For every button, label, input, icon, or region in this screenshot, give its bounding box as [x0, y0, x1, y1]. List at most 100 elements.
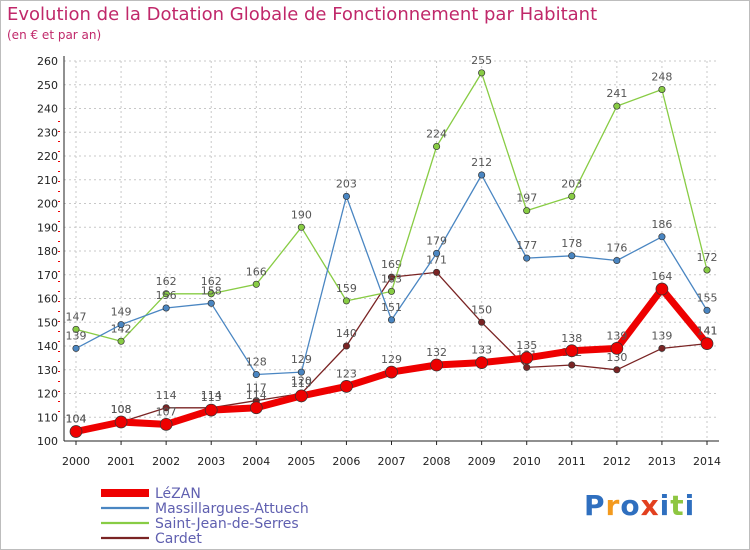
- data-point: [252, 370, 260, 379]
- data-point: [523, 363, 531, 371]
- data-label: 149: [111, 306, 132, 319]
- data-point: [568, 192, 576, 200]
- y-tick-label: 170: [37, 269, 58, 282]
- y-tick-label: 160: [37, 293, 58, 306]
- data-point: [475, 356, 488, 369]
- legend-label: Cardet: [155, 531, 202, 547]
- data-point: [385, 365, 398, 379]
- x-tick-label: 2006: [332, 455, 360, 468]
- y-tick-label: 210: [37, 174, 58, 187]
- data-point: [342, 192, 350, 200]
- data-point: [117, 337, 125, 345]
- legend-label: Massillargues-Attuech: [155, 501, 309, 517]
- y-tick-label: 180: [37, 245, 58, 258]
- y-tick-label: 150: [37, 316, 58, 329]
- x-tick-label: 2007: [378, 455, 406, 468]
- x-tick-label: 2013: [648, 455, 676, 468]
- data-point: [613, 102, 621, 110]
- x-tick-label: 2002: [152, 455, 180, 468]
- data-label: 151: [381, 301, 402, 314]
- data-label: 114: [246, 389, 267, 402]
- x-tick-label: 2009: [468, 455, 496, 468]
- data-label: 135: [516, 339, 537, 352]
- data-point: [387, 287, 396, 295]
- data-label: 248: [651, 71, 672, 84]
- data-label: 190: [291, 208, 312, 221]
- data-label: 186: [651, 218, 672, 231]
- y-tick-label: 240: [37, 103, 58, 116]
- data-point: [387, 273, 396, 281]
- y-tick-label: 230: [37, 126, 58, 139]
- data-point: [252, 280, 260, 288]
- data-point: [69, 425, 83, 438]
- data-point: [703, 266, 711, 274]
- data-point: [478, 318, 486, 326]
- data-label: 108: [111, 403, 132, 416]
- data-label: 104: [66, 413, 87, 426]
- y-tick-label: 130: [37, 364, 58, 377]
- data-label: 164: [651, 270, 672, 283]
- data-label: 212: [471, 156, 492, 169]
- y-tick-label: 110: [37, 411, 58, 424]
- data-label: 117: [246, 382, 267, 395]
- x-tick-label: 2010: [513, 455, 541, 468]
- y-tick-label: 140: [37, 340, 58, 353]
- data-label: 139: [606, 329, 627, 342]
- data-label: 169: [381, 258, 402, 271]
- legend-label: LéZAN: [155, 486, 201, 502]
- data-point: [342, 297, 350, 305]
- data-point: [207, 299, 215, 307]
- data-point: [658, 85, 666, 94]
- data-point: [297, 223, 305, 231]
- data-point: [207, 290, 215, 298]
- data-label: 203: [336, 177, 357, 190]
- data-point: [159, 418, 173, 431]
- data-point: [655, 282, 669, 296]
- data-point: [658, 344, 666, 352]
- x-tick-label: 2004: [242, 455, 270, 468]
- data-point: [523, 254, 531, 262]
- data-label: 133: [471, 344, 492, 357]
- x-tick-label: 2008: [423, 455, 451, 468]
- data-point: [700, 337, 714, 350]
- data-label: 129: [381, 353, 402, 366]
- data-point: [387, 316, 396, 324]
- data-point: [297, 368, 305, 376]
- x-tick-label: 2014: [693, 455, 721, 468]
- data-point: [162, 404, 170, 412]
- data-label: 255: [471, 54, 492, 67]
- y-tick-label: 120: [37, 388, 58, 401]
- data-point: [72, 325, 80, 333]
- data-point: [342, 342, 350, 350]
- data-label: 128: [246, 356, 267, 369]
- data-point: [610, 342, 624, 355]
- data-point: [433, 142, 441, 151]
- x-tick-label: 2011: [558, 455, 586, 468]
- y-tick-label: 220: [37, 150, 58, 163]
- legend-label: Saint-Jean-de-Serres: [155, 516, 299, 532]
- data-point: [613, 366, 621, 374]
- data-label: 114: [156, 389, 177, 402]
- chart-title: Evolution de la Dotation Globale de Fonc…: [7, 4, 598, 25]
- y-tick-label: 200: [37, 198, 58, 211]
- data-label: 108: [111, 403, 132, 416]
- data-point: [433, 249, 441, 257]
- data-label: 107: [156, 405, 177, 418]
- data-point: [565, 344, 579, 358]
- data-label: 119: [291, 377, 312, 390]
- data-point: [162, 290, 170, 298]
- data-point: [433, 268, 441, 276]
- x-tick-label: 2001: [107, 455, 135, 468]
- x-tick-label: 2003: [197, 455, 225, 468]
- data-label: 139: [66, 329, 87, 342]
- data-point: [204, 403, 218, 417]
- y-tick-label: 260: [37, 55, 58, 68]
- data-point: [295, 389, 308, 403]
- data-point: [114, 415, 128, 429]
- chart-subtitle: (en € et par an): [7, 28, 102, 42]
- data-label: 139: [651, 329, 672, 342]
- data-label: 130: [606, 351, 627, 364]
- proxiti-logo: Proxiti: [584, 489, 696, 522]
- data-label: 140: [336, 327, 357, 340]
